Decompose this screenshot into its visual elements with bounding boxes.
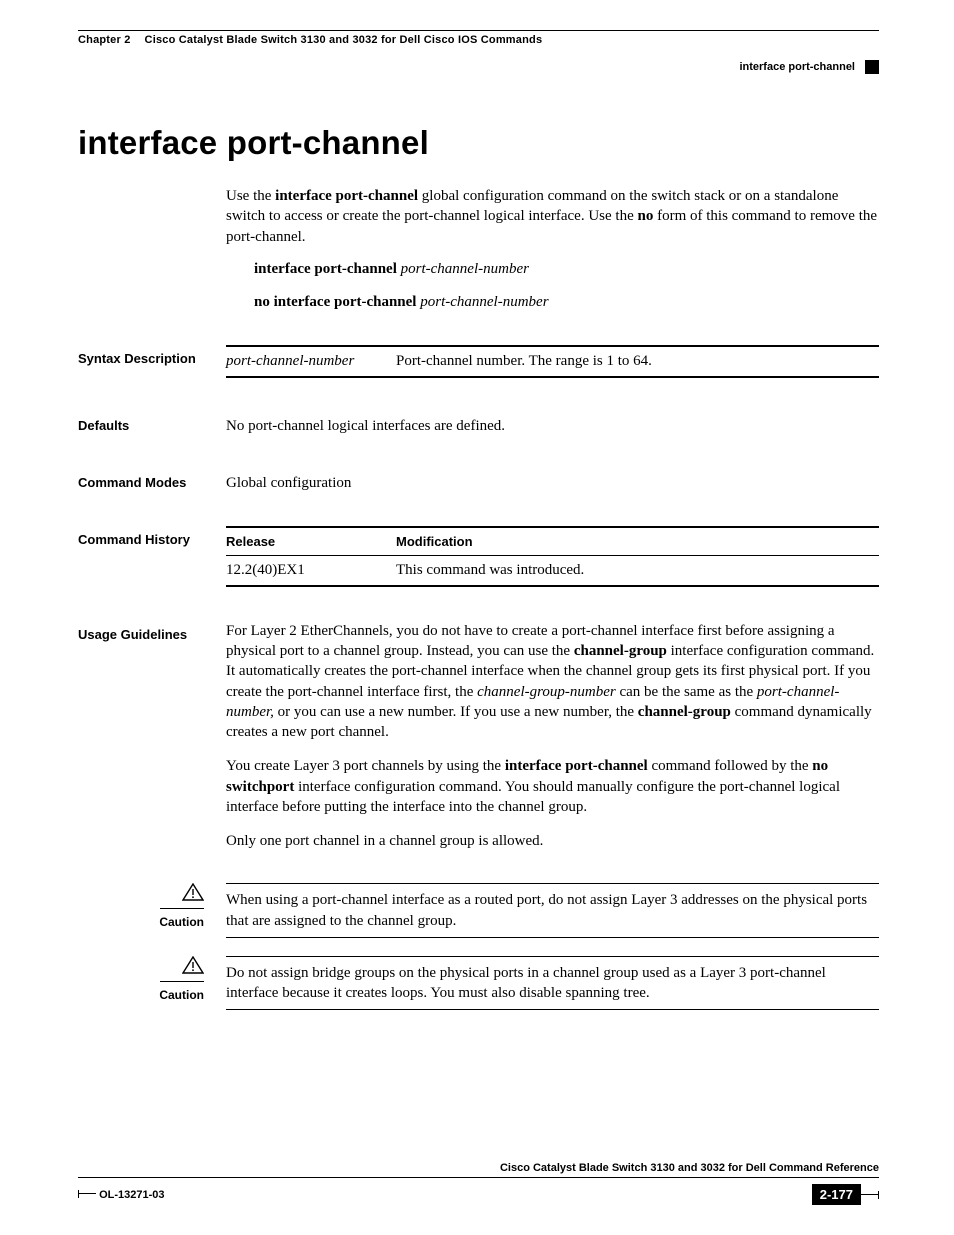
caution-label: Caution	[78, 915, 204, 929]
running-head: Chapter 2 Cisco Catalyst Blade Switch 31…	[78, 34, 879, 46]
footer-tail-icon	[861, 1194, 879, 1195]
table-row: port-channel-number Port-channel number.…	[226, 347, 879, 376]
section-label: Usage Guidelines	[78, 621, 226, 866]
section-body: For Layer 2 EtherChannels, you do not ha…	[226, 621, 879, 866]
intro-block: Use the interface port-channel global co…	[226, 186, 879, 311]
usage-paragraph-3: Only one port channel in a channel group…	[226, 831, 879, 851]
footer-row: OL-13271-03 2-177	[78, 1184, 879, 1205]
section-usage-guidelines: Usage Guidelines For Layer 2 EtherChanne…	[78, 621, 879, 866]
section-defaults: Defaults No port-channel logical interfa…	[78, 412, 879, 435]
section-syntax-description: Syntax Description port-channel-number P…	[78, 345, 879, 378]
command-history-table: Release Modification 12.2(40)EX1 This co…	[226, 526, 879, 587]
defaults-text: No port-channel logical interfaces are d…	[226, 412, 879, 435]
usage-text: or you can use a new number. If you use …	[274, 704, 638, 720]
caution-left: Caution	[78, 956, 226, 1002]
usage-text: interface configuration command. You sho…	[226, 779, 840, 815]
modes-text: Global configuration	[226, 469, 879, 492]
syntax-line-1: interface port-channel port-channel-numb…	[254, 261, 879, 278]
page-number: 2-177	[812, 1184, 861, 1205]
usage-paragraph-2: You create Layer 3 port channels by usin…	[226, 756, 879, 817]
section-label: Defaults	[78, 412, 226, 435]
release-value: 12.2(40)EX1	[226, 562, 396, 579]
section-label: Command Modes	[78, 469, 226, 492]
syntax-description-table: port-channel-number Port-channel number.…	[226, 345, 879, 378]
usage-text: command followed by the	[648, 758, 813, 774]
page-footer: Cisco Catalyst Blade Switch 3130 and 303…	[78, 1162, 879, 1205]
warning-icon	[182, 883, 204, 901]
syntax-bold: no interface port-channel	[254, 294, 420, 310]
modification-value: This command was introduced.	[396, 562, 879, 579]
caution-block: Caution When using a port-channel interf…	[78, 883, 879, 938]
section-label: Syntax Description	[78, 345, 226, 378]
caution-left: Caution	[78, 883, 226, 929]
usage-bold: interface port-channel	[505, 758, 648, 774]
table-header: Release Modification	[226, 526, 879, 556]
footer-reference: Cisco Catalyst Blade Switch 3130 and 303…	[78, 1162, 879, 1178]
top-rule	[78, 30, 879, 31]
footer-doc-number: OL-13271-03	[78, 1189, 165, 1201]
intro-paragraph: Use the interface port-channel global co…	[226, 186, 879, 247]
caution-rule	[160, 908, 204, 909]
col-release: Release	[226, 534, 396, 549]
footer-bar-icon	[78, 1193, 96, 1194]
usage-bold: channel-group	[638, 704, 731, 720]
footer-ol-text: OL-13271-03	[99, 1189, 164, 1201]
table-row: 12.2(40)EX1 This command was introduced.	[226, 556, 879, 587]
usage-paragraph-1: For Layer 2 EtherChannels, you do not ha…	[226, 621, 879, 743]
caution-right: When using a port-channel interface as a…	[226, 883, 879, 938]
usage-text: can be the same as the	[616, 684, 757, 700]
syntax-ital: port-channel-number	[401, 261, 529, 277]
topic-marker	[865, 60, 879, 74]
page: Chapter 2 Cisco Catalyst Blade Switch 31…	[0, 0, 954, 1235]
footer-page-number: 2-177	[812, 1184, 879, 1205]
intro-bold-2: no	[637, 208, 653, 224]
section-command-modes: Command Modes Global configuration	[78, 469, 879, 492]
chapter-label: Chapter 2	[78, 34, 131, 46]
caution-block: Caution Do not assign bridge groups on t…	[78, 956, 879, 1011]
section-command-history: Command History Release Modification 12.…	[78, 526, 879, 587]
intro-text: Use the	[226, 188, 275, 204]
caution-text: Do not assign bridge groups on the physi…	[226, 956, 879, 1011]
caution-rule	[160, 981, 204, 982]
topic-text: interface port-channel	[739, 61, 855, 73]
intro-bold-1: interface port-channel	[275, 188, 418, 204]
section-label: Command History	[78, 526, 226, 587]
param-name: port-channel-number	[226, 353, 396, 370]
syntax-line-2: no interface port-channel port-channel-n…	[254, 294, 879, 311]
syntax-bold: interface port-channel	[254, 261, 401, 277]
warning-icon	[182, 956, 204, 974]
usage-bold: channel-group	[574, 643, 667, 659]
section-body: port-channel-number Port-channel number.…	[226, 345, 879, 378]
caution-right: Do not assign bridge groups on the physi…	[226, 956, 879, 1011]
caution-label: Caution	[78, 988, 204, 1002]
page-title: interface port-channel	[78, 124, 879, 162]
usage-ital: channel-group-number	[477, 684, 616, 700]
running-head-title: Cisco Catalyst Blade Switch 3130 and 303…	[145, 34, 543, 46]
topic-row: interface port-channel	[78, 60, 879, 74]
syntax-ital: port-channel-number	[420, 294, 548, 310]
caution-text: When using a port-channel interface as a…	[226, 883, 879, 938]
usage-text: You create Layer 3 port channels by usin…	[226, 758, 505, 774]
param-desc: Port-channel number. The range is 1 to 6…	[396, 353, 879, 370]
section-body: Release Modification 12.2(40)EX1 This co…	[226, 526, 879, 587]
col-modification: Modification	[396, 534, 879, 549]
